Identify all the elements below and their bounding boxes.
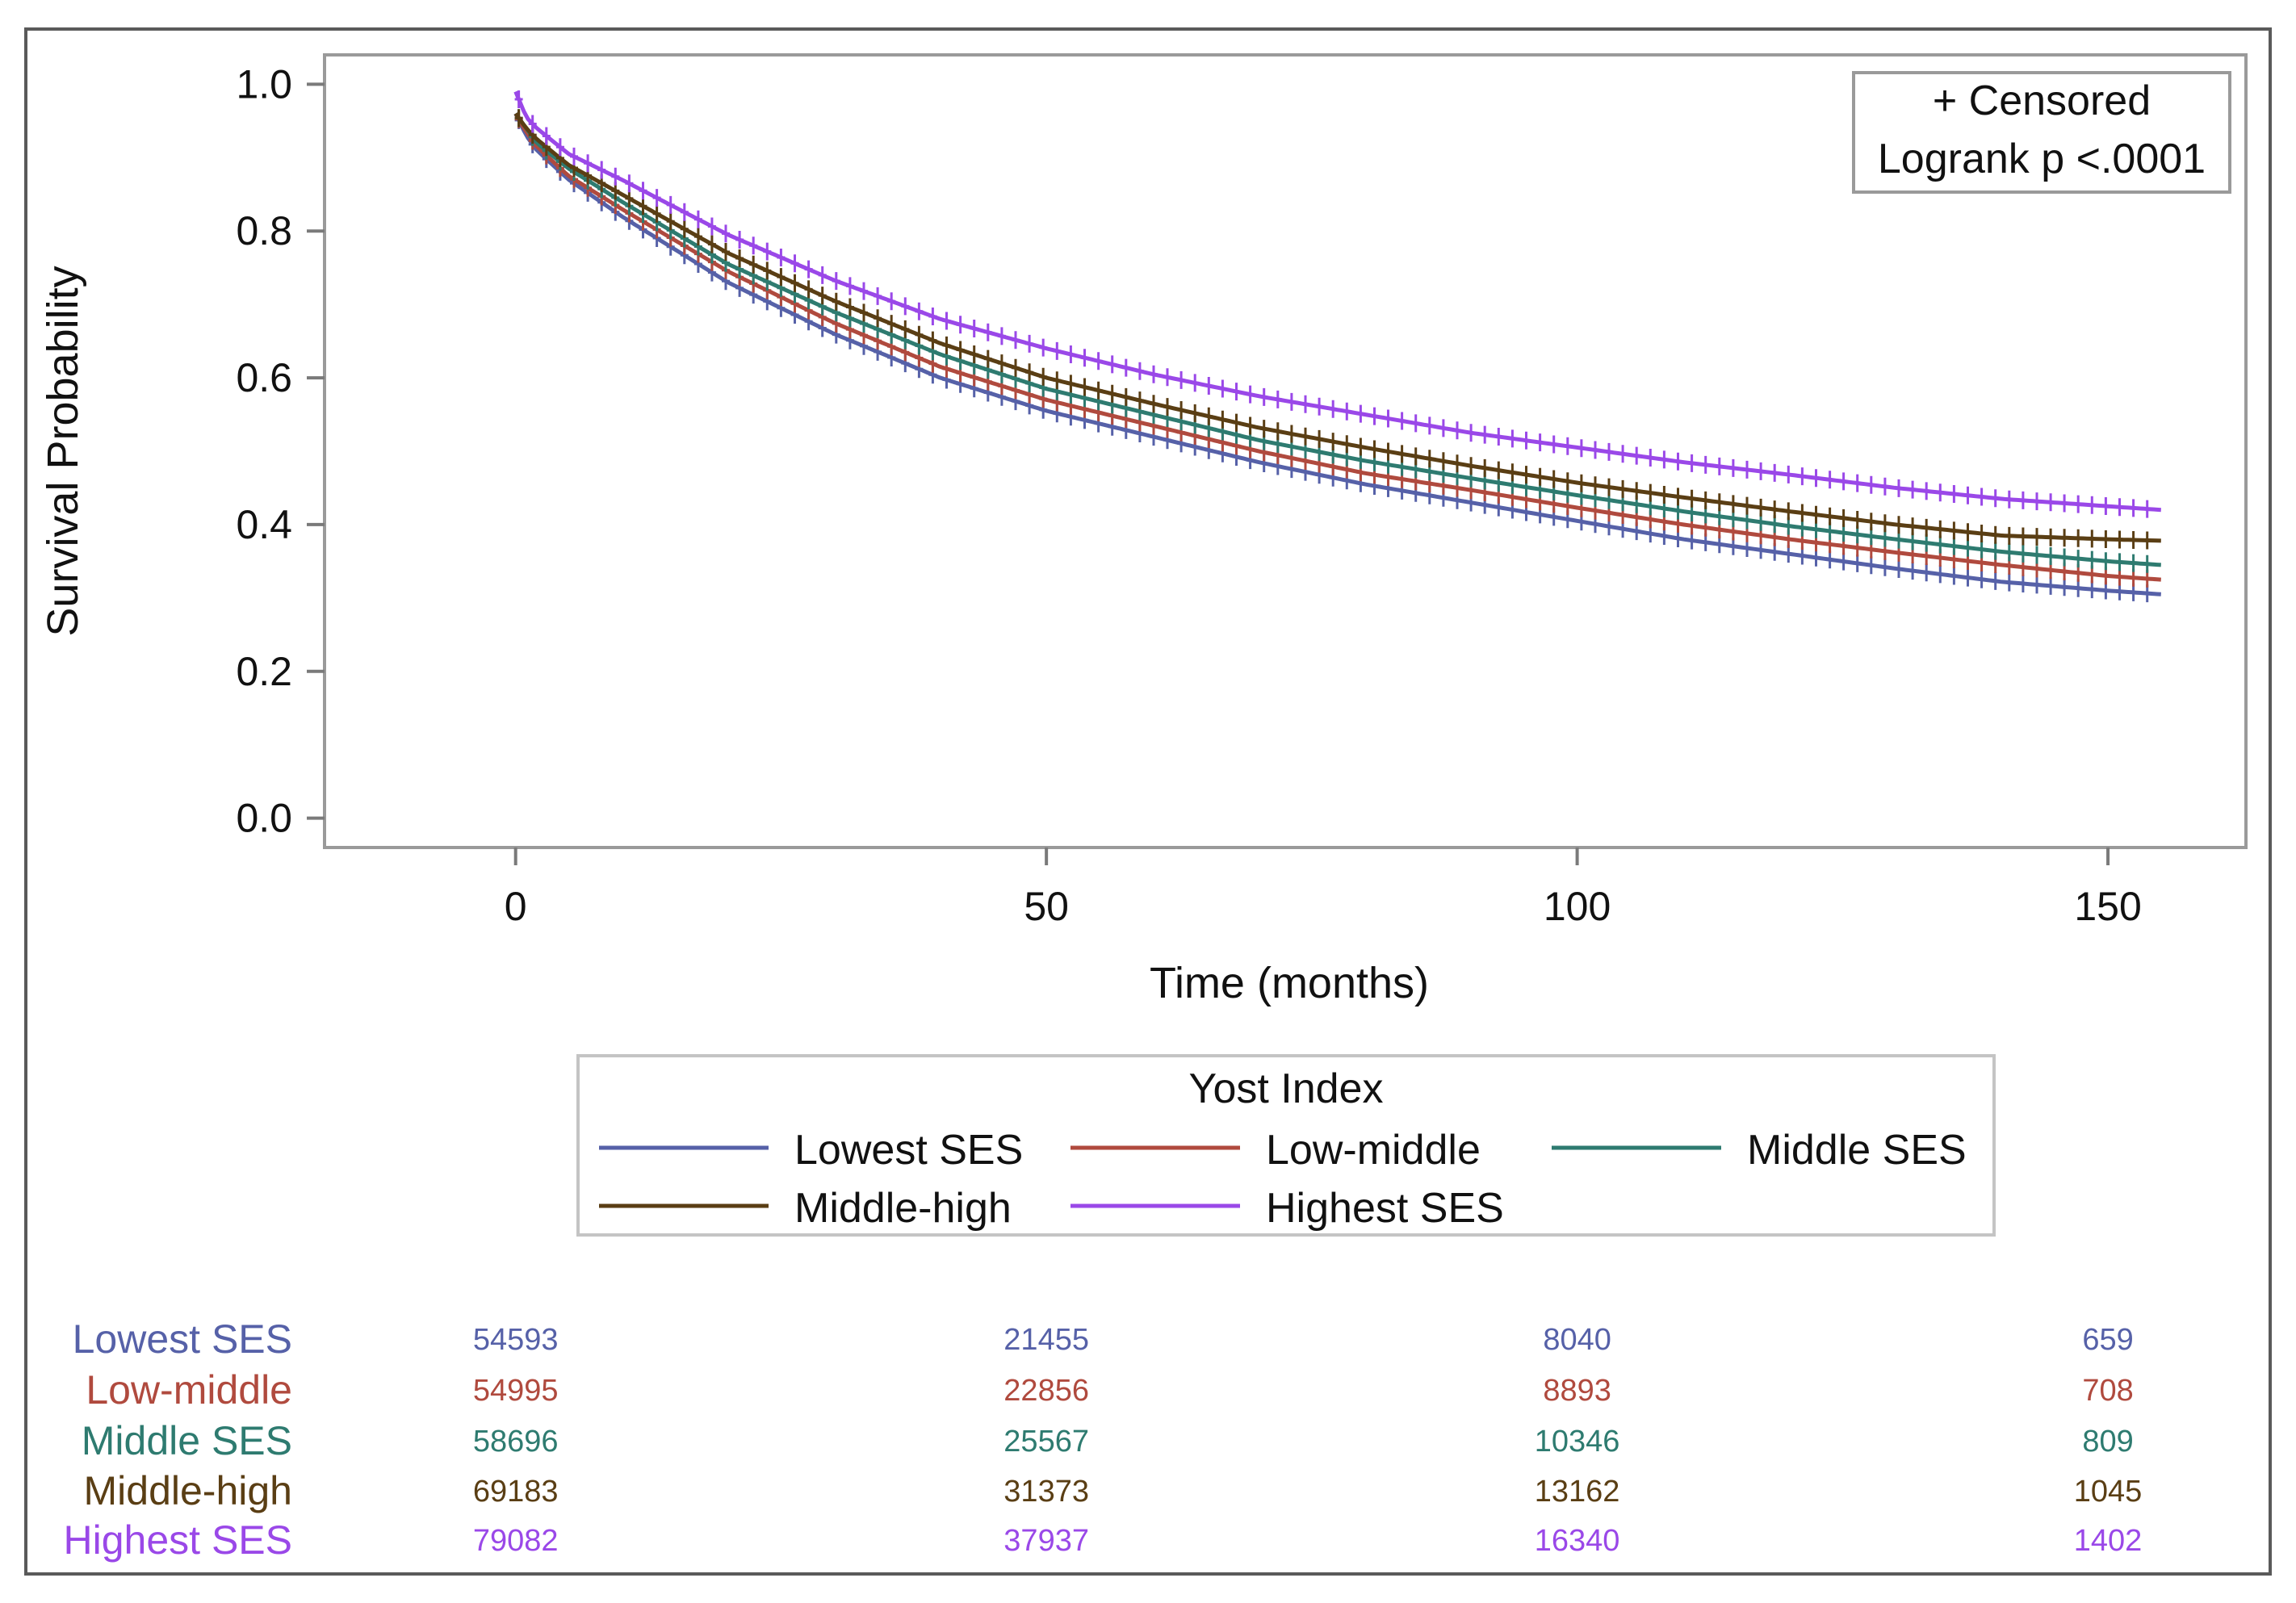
x-tick-label: 0 bbox=[505, 884, 527, 929]
risk-row-label: Middle SES bbox=[82, 1418, 292, 1463]
series-highest-ses bbox=[513, 90, 2161, 518]
y-axis-title: Survival Probability bbox=[39, 266, 87, 636]
risk-value: 8040 bbox=[1543, 1323, 1611, 1357]
risk-row: Low-middle 54995 22856 8893 708 bbox=[86, 1367, 2133, 1413]
censored-label: + Censored bbox=[1933, 77, 2151, 124]
y-tick-label: 0.8 bbox=[236, 208, 292, 253]
legend-item: Low-middle bbox=[1070, 1127, 1481, 1174]
risk-row: Middle-high 69183 31373 13162 1045 bbox=[84, 1468, 2143, 1513]
risk-row-label: Middle-high bbox=[84, 1468, 292, 1513]
legend-items: Lowest SES Low-middle Middle SES Middle-hig… bbox=[599, 1127, 1967, 1232]
y-tick-label: 0.2 bbox=[236, 649, 292, 694]
risk-value: 31373 bbox=[1003, 1475, 1089, 1509]
x-tick-label: 100 bbox=[1544, 884, 1611, 929]
risk-value: 10346 bbox=[1535, 1425, 1620, 1459]
censor-marks bbox=[514, 90, 2151, 518]
risk-value: 8893 bbox=[1543, 1374, 1611, 1408]
legend-label: Highest SES bbox=[1266, 1185, 1504, 1232]
risk-value: 54593 bbox=[473, 1323, 559, 1357]
risk-value: 25567 bbox=[1003, 1425, 1089, 1459]
legend-label: Lowest SES bbox=[794, 1127, 1023, 1174]
risk-value: 809 bbox=[2082, 1425, 2133, 1459]
risk-value: 22856 bbox=[1003, 1374, 1089, 1408]
x-tick-label: 150 bbox=[2074, 884, 2141, 929]
stats-inset: + Censored Logrank p <.0001 bbox=[1852, 71, 2231, 194]
risk-value: 79082 bbox=[473, 1524, 559, 1558]
series-middle-ses bbox=[513, 109, 2161, 573]
risk-value: 16340 bbox=[1535, 1524, 1620, 1558]
logrank-label: Logrank p <.0001 bbox=[1878, 136, 2206, 182]
risk-row-label: Lowest SES bbox=[73, 1316, 292, 1362]
risk-value: 54995 bbox=[473, 1374, 559, 1408]
legend-item: Middle SES bbox=[1552, 1127, 1967, 1174]
risk-value: 13162 bbox=[1535, 1475, 1620, 1509]
y-axis: 0.0 0.2 0.4 0.6 0.8 1.0 bbox=[236, 61, 325, 841]
stats-inset-box bbox=[1852, 71, 2231, 194]
legend-label: Middle-high bbox=[794, 1185, 1012, 1232]
legend-item: Middle-high bbox=[599, 1185, 1012, 1232]
y-tick-label: 0.0 bbox=[236, 796, 292, 841]
risk-row: Highest SES 79082 37937 16340 1402 bbox=[64, 1517, 2143, 1563]
legend-box bbox=[576, 1054, 1996, 1237]
legend: Yost Index Lowest SES Low-middle Middle SE… bbox=[576, 1054, 1996, 1237]
series-middle-high bbox=[513, 109, 2161, 550]
x-axis: 0 50 100 150 bbox=[505, 848, 2142, 929]
risk-value: 69183 bbox=[473, 1475, 559, 1509]
risk-table: Lowest SES 54593 21455 8040 659 Low-middle 549… bbox=[64, 1316, 2143, 1563]
risk-value: 37937 bbox=[1003, 1524, 1089, 1558]
y-tick-label: 1.0 bbox=[236, 61, 292, 107]
legend-item: Highest SES bbox=[1070, 1185, 1504, 1232]
legend-label: Low-middle bbox=[1266, 1127, 1481, 1174]
survival-curves bbox=[513, 90, 2161, 603]
legend-label: Middle SES bbox=[1747, 1127, 1967, 1174]
y-tick-label: 0.4 bbox=[236, 502, 292, 547]
legend-title: Yost Index bbox=[1189, 1065, 1384, 1112]
x-axis-title: Time (months) bbox=[1150, 959, 1429, 1007]
risk-value: 659 bbox=[2082, 1323, 2133, 1357]
risk-value: 1045 bbox=[2074, 1475, 2143, 1509]
risk-value: 708 bbox=[2082, 1374, 2133, 1408]
censor-marks bbox=[514, 109, 2151, 550]
risk-row: Lowest SES 54593 21455 8040 659 bbox=[73, 1316, 2134, 1362]
x-tick-label: 50 bbox=[1024, 884, 1069, 929]
risk-value: 21455 bbox=[1003, 1323, 1089, 1357]
legend-item: Lowest SES bbox=[599, 1127, 1023, 1174]
risk-row: Middle SES 58696 25567 10346 809 bbox=[82, 1418, 2134, 1463]
risk-value: 1402 bbox=[2074, 1524, 2143, 1558]
risk-row-label: Low-middle bbox=[86, 1367, 292, 1413]
risk-row-label: Highest SES bbox=[64, 1517, 292, 1563]
y-tick-label: 0.6 bbox=[236, 355, 292, 400]
series-lowest-ses bbox=[513, 111, 2161, 603]
risk-value: 58696 bbox=[473, 1425, 559, 1459]
